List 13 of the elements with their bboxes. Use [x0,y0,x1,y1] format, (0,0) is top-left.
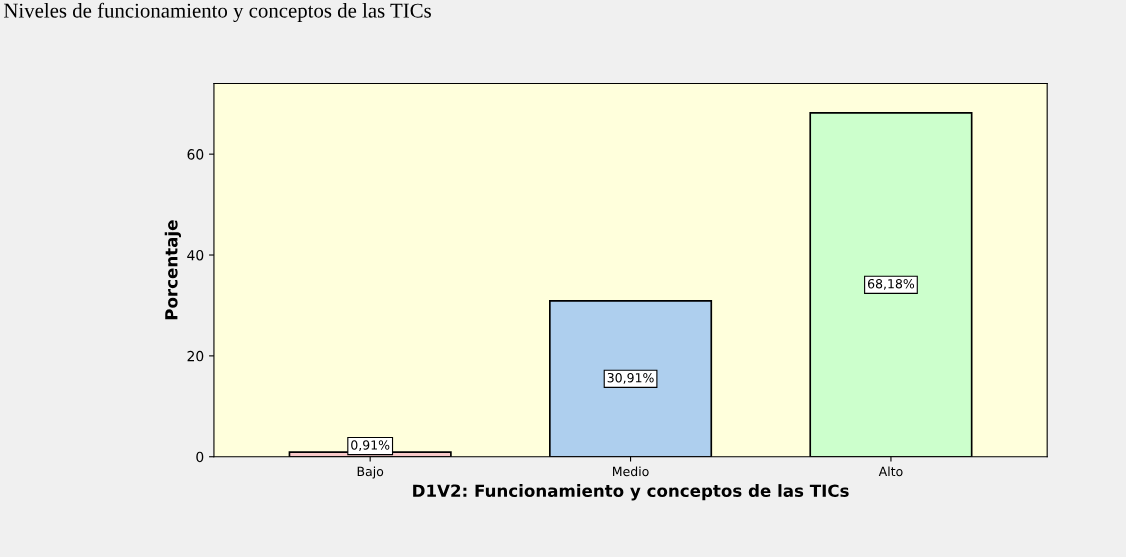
y-tick-label: 40 [187,249,204,261]
data-label: 0,91% [351,440,390,451]
x-tick-label: Bajo [357,466,384,479]
x-tick-label: Alto [878,466,903,477]
data-label: 68,18% [867,278,915,290]
y-tick-label: 0 [196,451,204,463]
data-label: 30,91% [607,372,654,384]
x-axis-title: D1V2: Funcionamiento y conceptos de las TICs [413,484,849,501]
chart-title: Niveles de funcionamiento y conceptos de las TICs [3,2,431,22]
x-tick-label: Medio [613,466,649,477]
y-tick-label: 20 [187,350,204,362]
y-tick-label: 60 [187,149,204,160]
y-axis-title: Porcentaje [164,220,181,320]
